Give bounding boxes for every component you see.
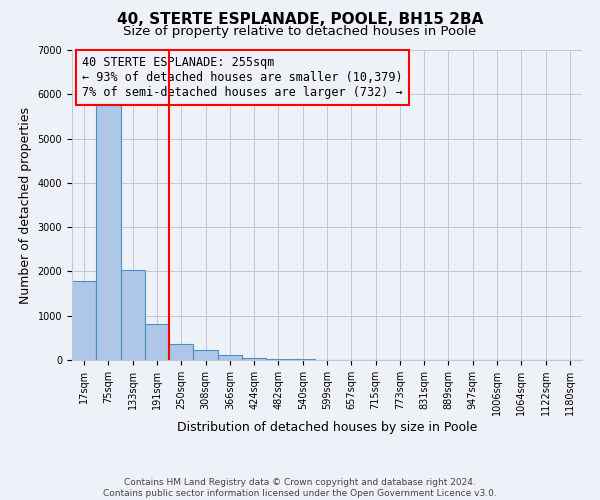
Text: 40, STERTE ESPLANADE, POOLE, BH15 2BA: 40, STERTE ESPLANADE, POOLE, BH15 2BA: [117, 12, 483, 28]
Bar: [96, 106, 121, 360]
Text: Contains HM Land Registry data © Crown copyright and database right 2024.
Contai: Contains HM Land Registry data © Crown c…: [103, 478, 497, 498]
Y-axis label: Number of detached properties: Number of detached properties: [19, 106, 32, 304]
Bar: [145, 324, 169, 360]
Bar: [242, 358, 266, 360]
Bar: [169, 344, 193, 360]
Bar: [121, 270, 145, 360]
Bar: [266, 358, 290, 360]
Bar: [193, 350, 218, 360]
Bar: [218, 355, 242, 360]
Text: 40 STERTE ESPLANADE: 255sqm
← 93% of detached houses are smaller (10,379)
7% of : 40 STERTE ESPLANADE: 255sqm ← 93% of det…: [82, 56, 403, 99]
Bar: [72, 281, 96, 360]
Text: Size of property relative to detached houses in Poole: Size of property relative to detached ho…: [124, 25, 476, 38]
X-axis label: Distribution of detached houses by size in Poole: Distribution of detached houses by size …: [177, 421, 477, 434]
